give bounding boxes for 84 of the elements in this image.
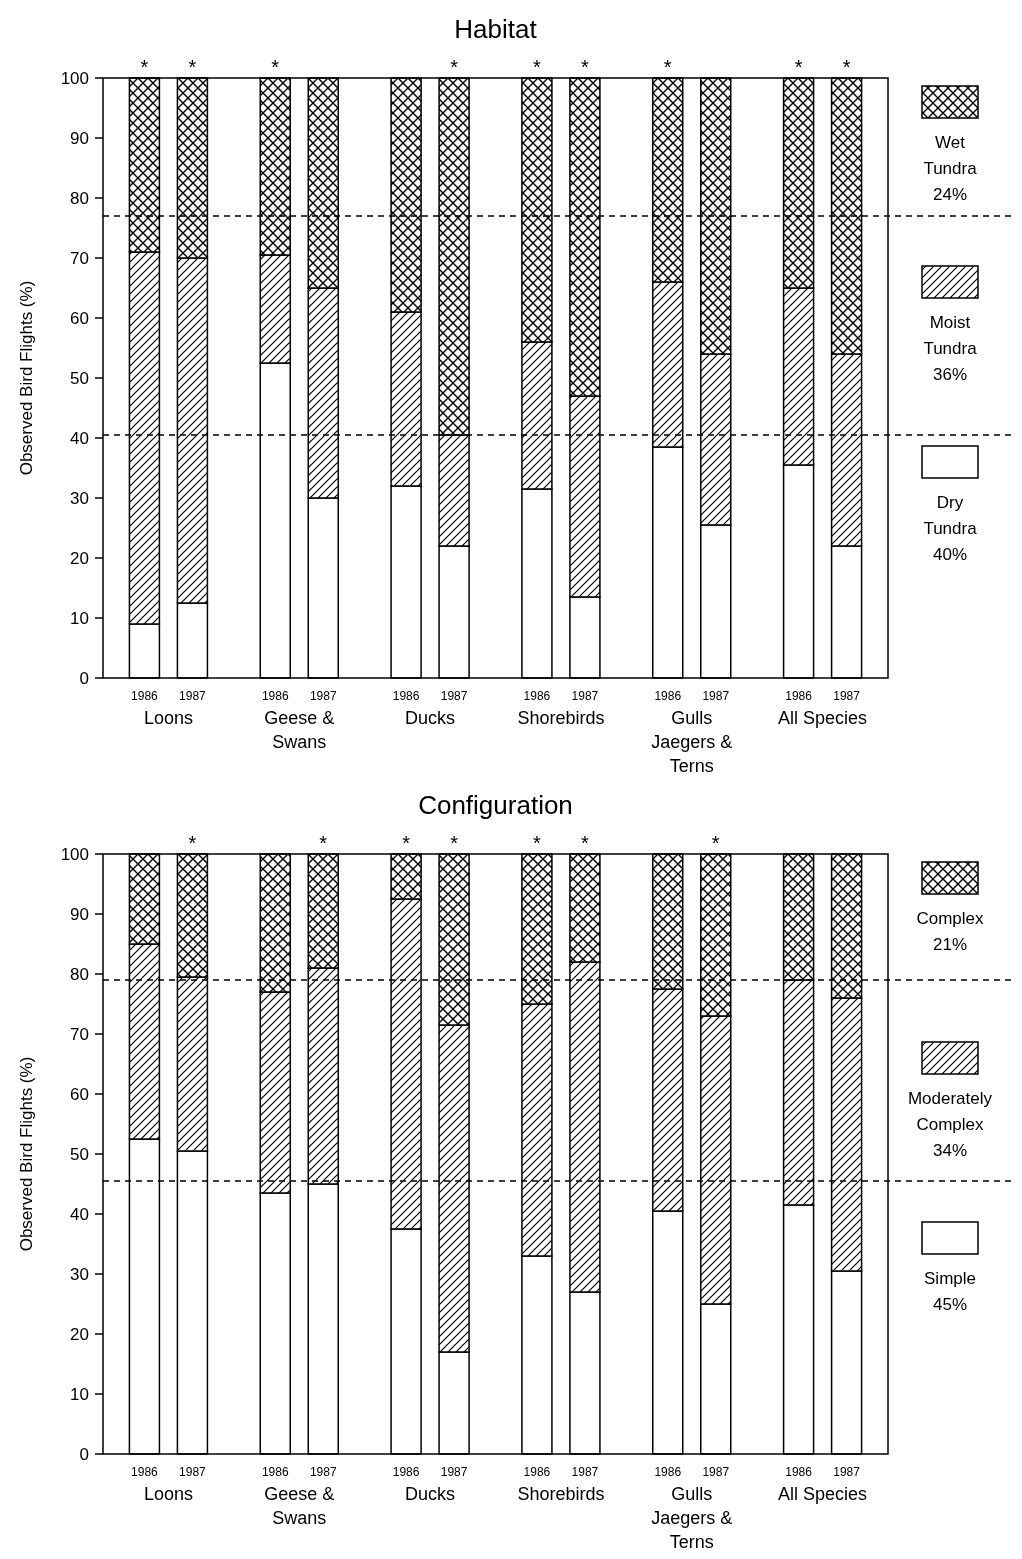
data-label: * bbox=[188, 56, 197, 78]
data-label: * bbox=[402, 832, 411, 854]
y-tick-label: 30 bbox=[70, 1265, 89, 1284]
y-tick-label: 100 bbox=[60, 69, 89, 88]
chart-title: Habitat bbox=[454, 14, 538, 44]
y-tick-label: 60 bbox=[70, 309, 89, 328]
y-tick-label: 80 bbox=[70, 965, 89, 984]
y-tick-label: 40 bbox=[70, 1205, 89, 1224]
y-tick-label: 80 bbox=[70, 189, 89, 208]
data-label: * bbox=[319, 832, 328, 854]
data-label: * bbox=[711, 832, 720, 854]
legend-label: Dry Tundra 40% bbox=[923, 493, 978, 564]
y-tick-label: 100 bbox=[60, 845, 89, 864]
x-tick-label: 1986 bbox=[654, 1465, 682, 1479]
y-tick-label: 70 bbox=[70, 249, 89, 268]
y-tick-label: 70 bbox=[70, 1025, 89, 1044]
text: Gulls Jaegers & Terns bbox=[651, 1484, 733, 1552]
x-tick-label: 1987 bbox=[702, 1465, 730, 1479]
data-label: * bbox=[581, 56, 590, 78]
data-label: * bbox=[188, 832, 197, 854]
data-label: * bbox=[450, 56, 459, 78]
x-tick-label: 1986 bbox=[261, 689, 289, 703]
x-tick-label: 1986 bbox=[131, 689, 159, 703]
y-tick-label: 10 bbox=[70, 609, 89, 628]
text: All Species bbox=[778, 708, 868, 728]
text: All Species bbox=[778, 1484, 868, 1504]
x-tick-label: 1987 bbox=[309, 1465, 337, 1479]
text: Gulls Jaegers & Terns bbox=[651, 708, 733, 776]
y-tick-label: 0 bbox=[79, 1445, 89, 1464]
x-tick-label: 1986 bbox=[654, 689, 682, 703]
legend-label: Wet Tundra 24% bbox=[923, 133, 978, 204]
x-tick-label: 1986 bbox=[131, 1465, 159, 1479]
x-tick-label: 1987 bbox=[440, 689, 468, 703]
x-tick-label: 1987 bbox=[309, 689, 337, 703]
y-axis-title: Observed Bird Flights (%) bbox=[17, 1056, 36, 1252]
x-tick-label: 1987 bbox=[440, 1465, 468, 1479]
y-tick-label: 60 bbox=[70, 1085, 89, 1104]
legend-label: Simple 45% bbox=[924, 1269, 976, 1314]
text: Loons bbox=[143, 1484, 193, 1504]
y-tick-label: 20 bbox=[70, 549, 89, 568]
text: Ducks bbox=[405, 1484, 456, 1504]
x-tick-label: 1986 bbox=[785, 689, 813, 703]
y-tick-label: 30 bbox=[70, 489, 89, 508]
data-label: * bbox=[140, 56, 149, 78]
x-tick-label: 1986 bbox=[392, 1465, 420, 1479]
x-tick-label: 1987 bbox=[833, 1465, 861, 1479]
text: Geese & Swans bbox=[264, 1484, 335, 1528]
y-tick-label: 0 bbox=[79, 669, 89, 688]
y-tick-label: 20 bbox=[70, 1325, 89, 1344]
data-label: * bbox=[663, 56, 672, 78]
data-label: * bbox=[533, 56, 542, 78]
legend-label: Complex 21% bbox=[916, 909, 985, 954]
y-tick-label: 90 bbox=[70, 905, 89, 924]
x-tick-label: 1987 bbox=[571, 1465, 599, 1479]
x-tick-label: 1987 bbox=[179, 689, 207, 703]
x-tick-label: 1987 bbox=[702, 689, 730, 703]
data-label: * bbox=[271, 56, 280, 78]
x-tick-label: 1986 bbox=[523, 1465, 551, 1479]
y-tick-label: 40 bbox=[70, 429, 89, 448]
data-label: * bbox=[842, 56, 851, 78]
y-tick-label: 50 bbox=[70, 1145, 89, 1164]
data-label: * bbox=[533, 832, 542, 854]
text: Geese & Swans bbox=[264, 708, 335, 752]
y-axis-title: Observed Bird Flights (%) bbox=[17, 280, 36, 476]
x-tick-label: 1987 bbox=[179, 1465, 207, 1479]
x-tick-label: 1987 bbox=[833, 689, 861, 703]
text: Ducks bbox=[405, 708, 456, 728]
data-label: * bbox=[450, 832, 459, 854]
text: Loons bbox=[143, 708, 193, 728]
x-tick-label: 1986 bbox=[523, 689, 551, 703]
chart-title: Configuration bbox=[418, 790, 573, 820]
x-tick-label: 1987 bbox=[571, 689, 599, 703]
data-label: * bbox=[794, 56, 803, 78]
y-tick-label: 90 bbox=[70, 129, 89, 148]
legend-label: Moist Tundra 36% bbox=[923, 313, 978, 384]
x-tick-label: 1986 bbox=[785, 1465, 813, 1479]
x-tick-label: 1986 bbox=[392, 689, 420, 703]
legend-label: Moderately Complex 34% bbox=[907, 1089, 993, 1160]
text: Shorebirds bbox=[517, 708, 605, 728]
x-tick-label: 1986 bbox=[261, 1465, 289, 1479]
y-tick-label: 10 bbox=[70, 1385, 89, 1404]
text: Shorebirds bbox=[517, 1484, 605, 1504]
y-tick-label: 50 bbox=[70, 369, 89, 388]
data-label: * bbox=[581, 832, 590, 854]
